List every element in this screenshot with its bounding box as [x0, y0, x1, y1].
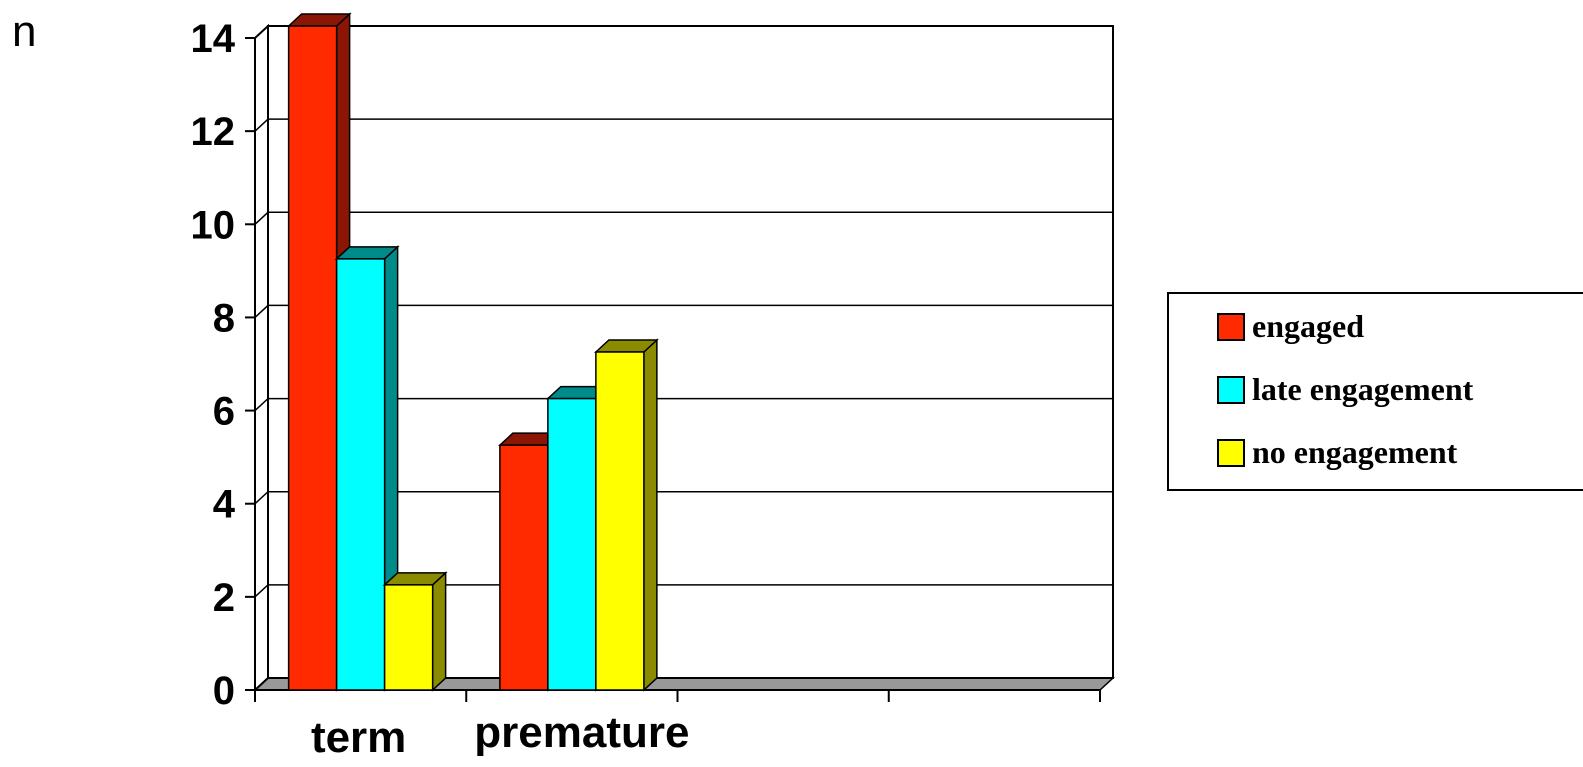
bar-front — [383, 584, 434, 691]
gridline — [254, 584, 1113, 598]
y-axis: 0 2 4 6 8 10 12 14 — [191, 17, 256, 713]
y-tick-label: 2 — [213, 576, 235, 620]
legend-swatch — [1217, 313, 1245, 341]
y-tick-label: 14 — [191, 17, 236, 61]
gridline — [254, 118, 1113, 132]
y-tick-label: 0 — [213, 669, 235, 713]
gridline — [254, 490, 1113, 505]
bar-side — [431, 571, 447, 692]
bar-no-engagement-term — [382, 571, 448, 692]
y-tick-label: 8 — [213, 296, 235, 340]
legend-item: engaged — [1217, 308, 1364, 344]
bar-front — [287, 25, 338, 691]
bars — [286, 12, 659, 692]
legend-label: late engagement — [1252, 371, 1474, 407]
gridline — [254, 397, 1113, 412]
x-category-label: premature — [474, 708, 689, 757]
y-axis-title: n — [12, 7, 36, 56]
x-category-label: term — [311, 713, 406, 762]
axis-labels: n — [12, 7, 36, 56]
gridline — [254, 304, 1113, 318]
y-tick-label: 6 — [213, 390, 235, 434]
x-axis: term premature — [254, 689, 1101, 762]
bar-side — [643, 338, 658, 692]
legend-swatch — [1217, 439, 1245, 467]
bar-front — [547, 397, 597, 691]
legend: engaged late engagement no engagement — [1167, 292, 1583, 491]
legend-label: no engagement — [1252, 434, 1458, 470]
gridlines — [254, 118, 1113, 598]
legend-swatch — [1217, 376, 1245, 404]
y-tick-label: 10 — [191, 203, 236, 247]
legend-item: no engagement — [1217, 434, 1458, 470]
bar-no-engagement-premature — [593, 338, 659, 692]
y-tick-label: 12 — [191, 110, 236, 154]
bar-front — [335, 258, 386, 691]
bar-front — [595, 351, 645, 691]
legend-label: engaged — [1252, 308, 1364, 344]
legend-item: late engagement — [1217, 371, 1474, 407]
gridline — [254, 211, 1113, 225]
bar-front — [499, 444, 549, 691]
y-tick-label: 4 — [213, 483, 236, 527]
chart-wall — [254, 23, 1114, 693]
